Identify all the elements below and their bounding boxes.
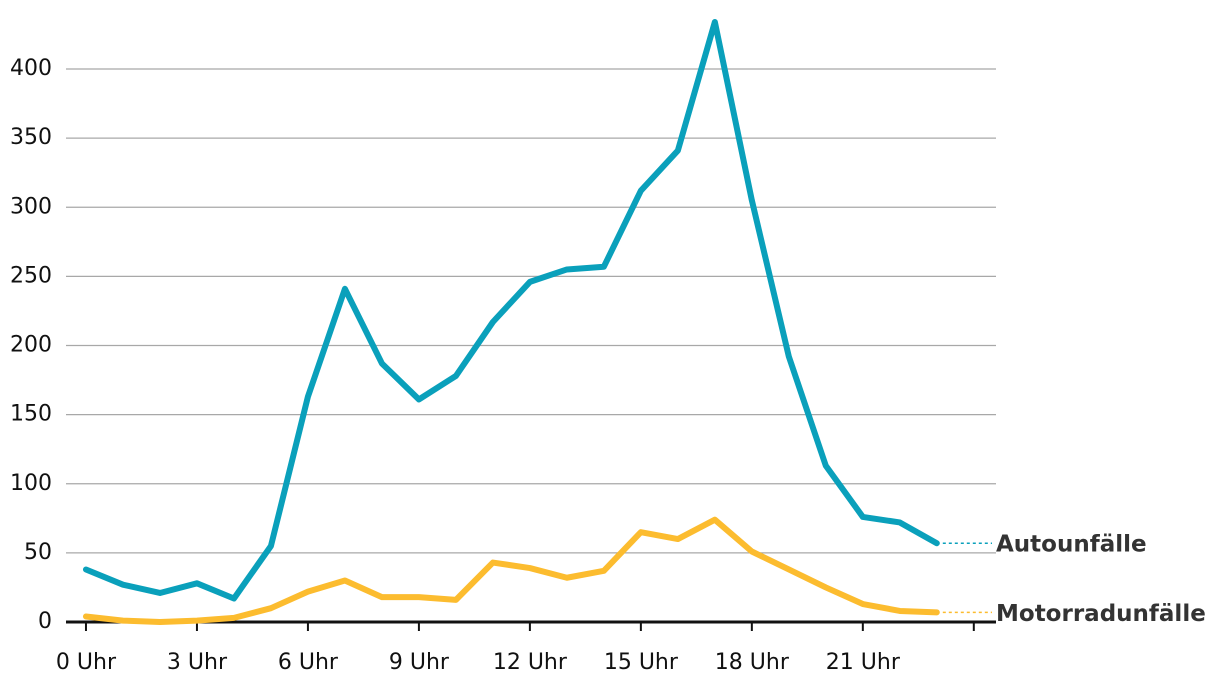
series-line <box>82 516 940 625</box>
x-tick-label: 3 Uhr <box>167 650 228 675</box>
y-tick-label: 0 <box>38 609 52 634</box>
x-tick-label: 18 Uhr <box>715 650 790 675</box>
x-tick-label: 15 Uhr <box>604 650 679 675</box>
y-tick-label: 50 <box>24 540 52 565</box>
x-tick-label: 21 Uhr <box>826 650 901 675</box>
series-line <box>82 18 940 602</box>
x-tick-label: 12 Uhr <box>493 650 568 675</box>
x-tick-label: 0 Uhr <box>56 650 117 675</box>
y-tick-label: 400 <box>10 56 52 81</box>
x-tick-label: 9 Uhr <box>389 650 450 675</box>
legend-label: Motorradunfälle <box>996 601 1206 627</box>
y-tick-label: 350 <box>10 125 52 150</box>
y-tick-label: 150 <box>10 402 52 427</box>
y-tick-label: 300 <box>10 194 52 219</box>
legend-label: Autounfälle <box>996 532 1147 558</box>
y-tick-label: 250 <box>10 263 52 288</box>
y-tick-label: 200 <box>10 333 52 358</box>
x-tick-label: 6 Uhr <box>278 650 339 675</box>
y-tick-label: 100 <box>10 471 52 496</box>
